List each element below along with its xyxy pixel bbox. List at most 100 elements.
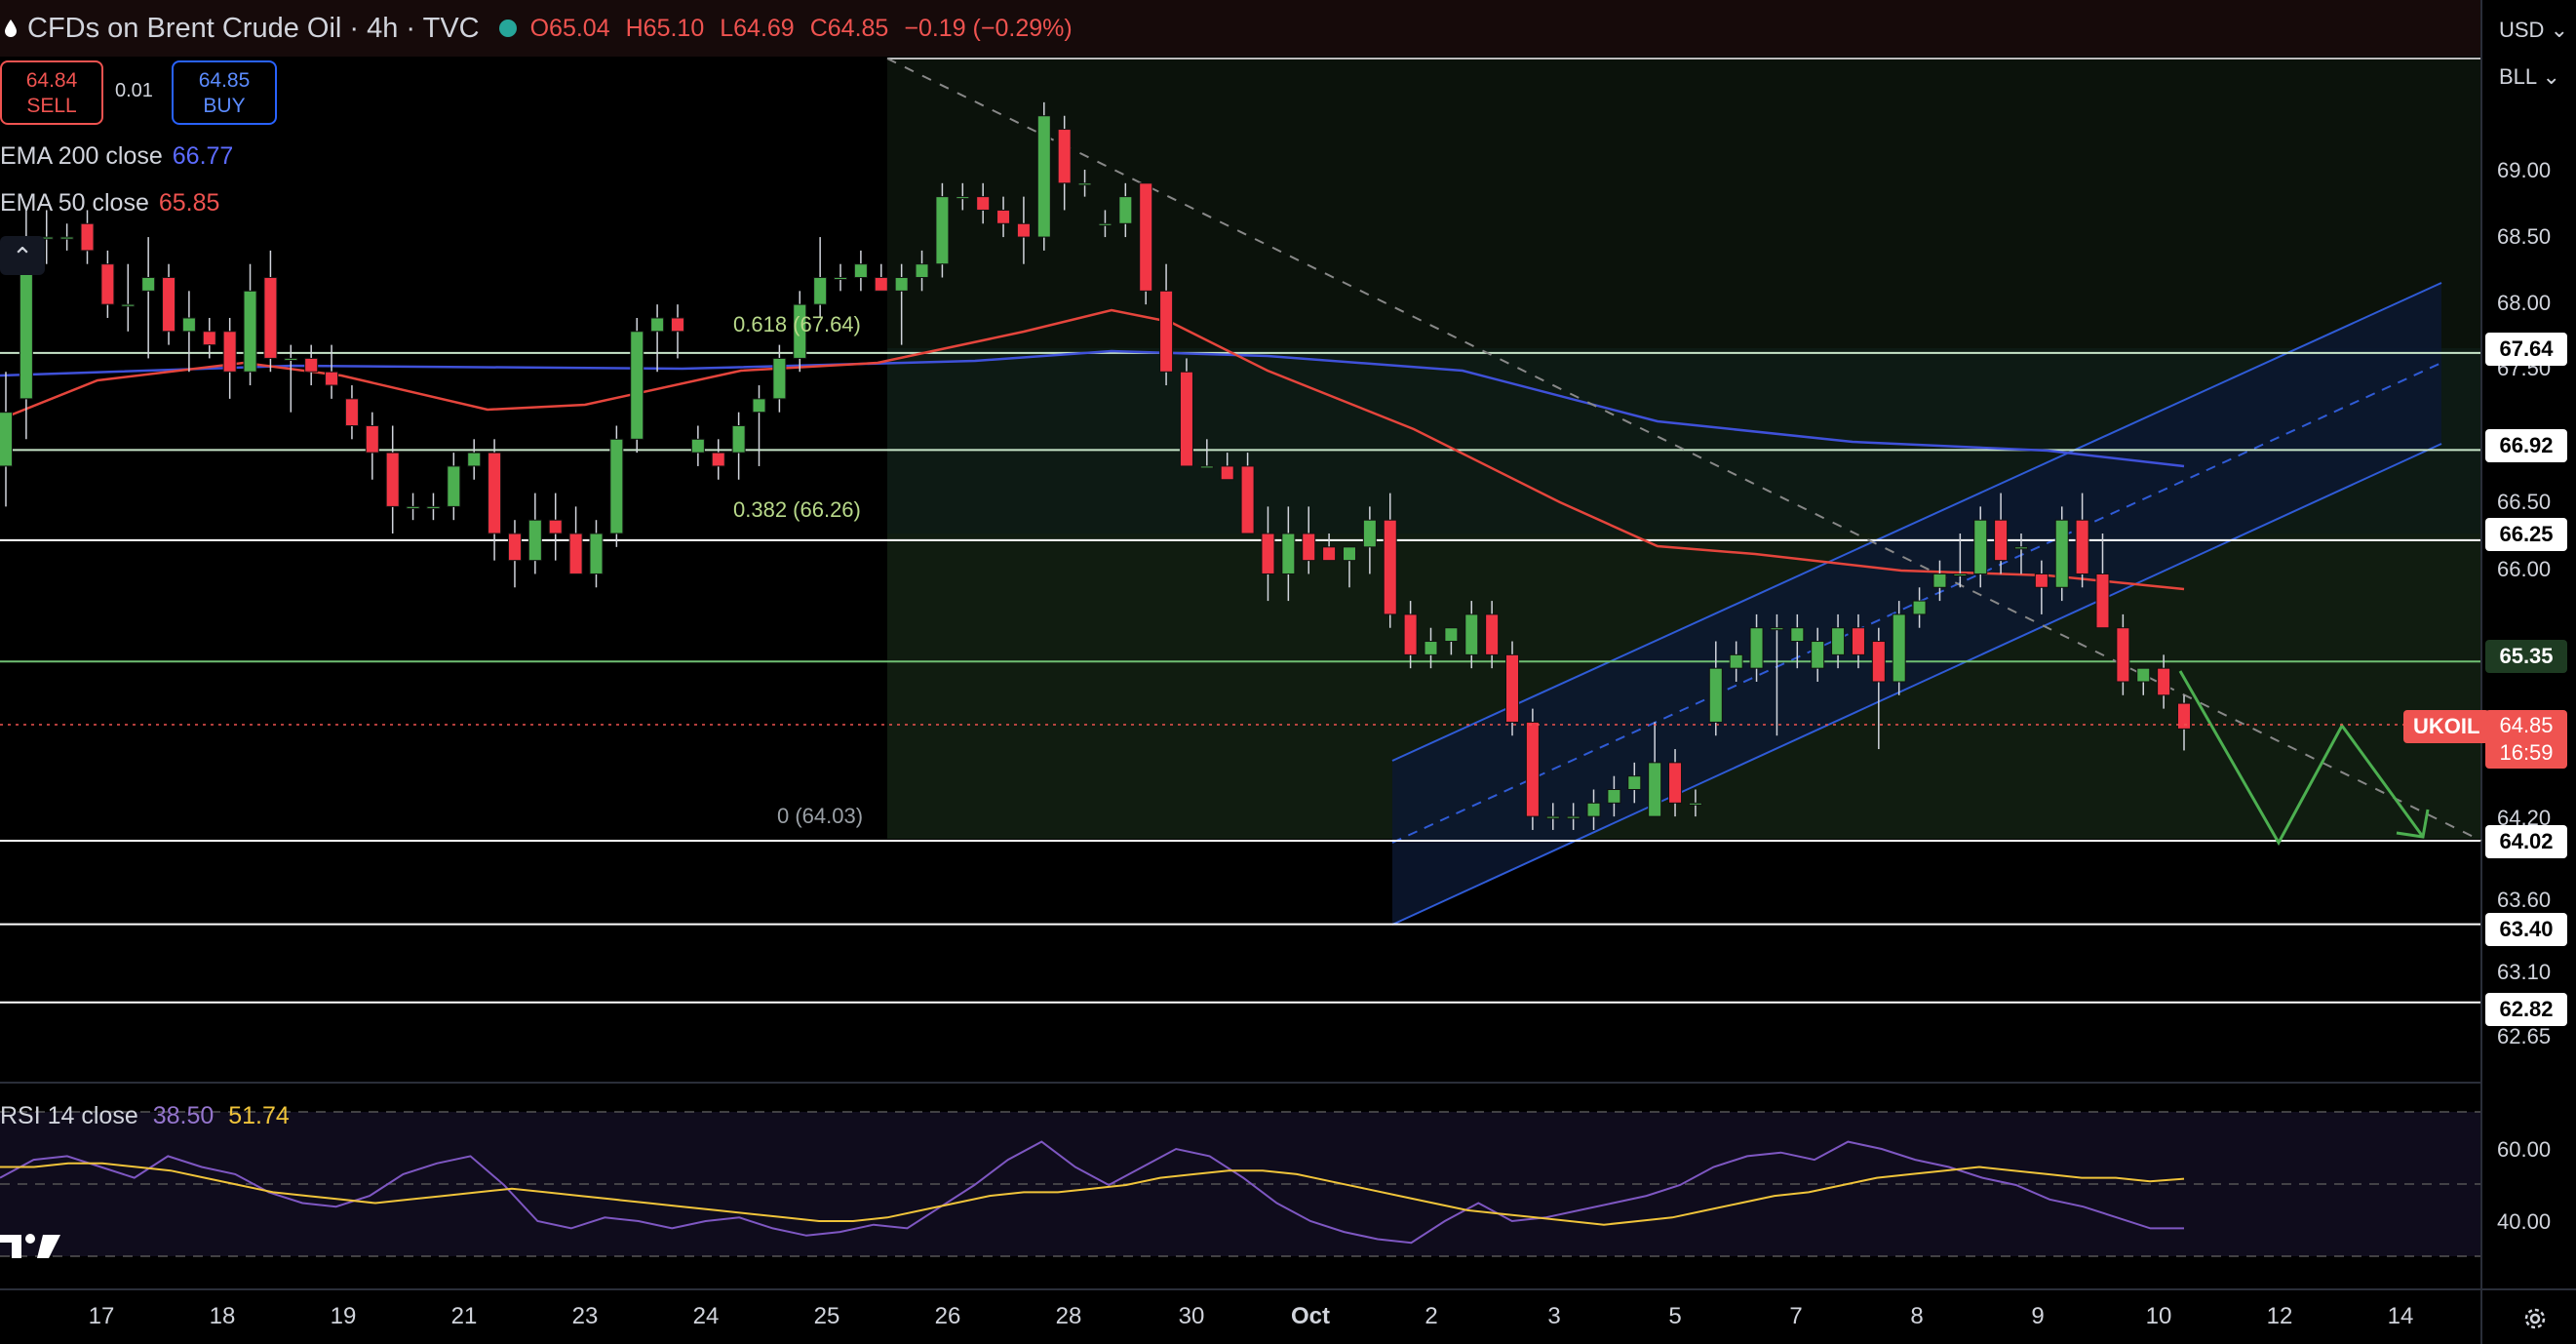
candle-bear: [976, 196, 991, 211]
candle-bear: [568, 533, 583, 574]
ema200-label: EMA 200 close: [0, 142, 163, 170]
forecast-path: [2178, 670, 2425, 847]
sell-button[interactable]: 64.84 SELL: [0, 60, 103, 125]
ema50-value: 65.85: [158, 189, 220, 217]
candle-bull: [527, 519, 542, 562]
candle-bull: [121, 303, 136, 307]
candle-bull: [956, 196, 970, 200]
candle-bear: [2116, 627, 2130, 683]
candle-bull: [894, 277, 909, 292]
time-axis-label: 3: [1547, 1303, 1561, 1329]
candle-bull: [284, 357, 298, 361]
ema50-label: EMA 50 close: [0, 189, 149, 217]
time-axis-label: 14: [2387, 1303, 2414, 1329]
price-axis-label: 63.10: [2497, 960, 2552, 984]
candle-bear: [1057, 129, 1072, 184]
time-axis-label: 24: [692, 1303, 720, 1329]
symbol-tag: UKOIL: [2403, 710, 2490, 743]
time-axis-label: 23: [571, 1303, 599, 1329]
candle-bear: [80, 222, 95, 252]
candle-bull: [467, 452, 482, 467]
market-status-icon: [498, 20, 517, 37]
level-tag[interactable]: 63.40: [2485, 913, 2567, 946]
candle-bull: [1648, 762, 1662, 817]
currency-value: USD: [2499, 18, 2545, 42]
time-axis-label: 7: [1789, 1303, 1803, 1329]
candle-bull: [1098, 222, 1112, 226]
header-background: [0, 0, 2481, 57]
candle-bull: [2136, 667, 2151, 683]
level-tag-green[interactable]: 65.35: [2485, 640, 2567, 673]
candle-bear: [2095, 573, 2110, 629]
level-tag[interactable]: 64.02: [2485, 825, 2567, 858]
candle-bear: [222, 331, 237, 373]
price-axis-label: 68.50: [2497, 224, 2552, 249]
time-axis-label: Oct: [1290, 1303, 1331, 1329]
candle-bear: [1159, 290, 1174, 373]
unit-selector[interactable]: BLL ⌄: [2489, 51, 2571, 103]
candle-bull: [426, 505, 441, 509]
candle-bear: [1505, 653, 1520, 723]
ohlc-low: L64.69: [720, 14, 795, 42]
candle-bull: [834, 277, 848, 281]
level-tag[interactable]: 67.64: [2485, 333, 2567, 366]
candle-bear: [1668, 762, 1683, 804]
candle-bull: [650, 317, 665, 333]
sell-price: 64.84: [25, 69, 78, 92]
candle-bear: [548, 519, 563, 534]
time-axis-label: 26: [934, 1303, 961, 1329]
candle-bull: [1607, 789, 1621, 804]
candle-bull: [1036, 115, 1051, 238]
candle-bear: [100, 263, 115, 305]
ema200-legend[interactable]: EMA 200 close 66.77: [0, 142, 233, 171]
candle-bull: [589, 533, 604, 574]
currency-selector[interactable]: USD ⌄: [2489, 4, 2571, 57]
price-axis-label: 63.60: [2497, 888, 2552, 912]
candle-bear: [263, 277, 278, 359]
candle-bear: [1139, 182, 1153, 292]
candle-bull: [1199, 465, 1214, 469]
candle-bull: [1770, 627, 1784, 631]
level-tag[interactable]: 66.25: [2485, 518, 2567, 551]
rsi-legend[interactable]: RSI 14 close 38.50 51.74: [0, 1102, 290, 1130]
sell-label: SELL: [26, 95, 77, 117]
trend-line: [886, 58, 2482, 842]
candle-bear: [874, 277, 888, 292]
candle-bull: [630, 331, 644, 440]
candle-bull: [1932, 573, 1947, 588]
price-axis-label: 68.00: [2497, 291, 2552, 315]
candle-bull: [1281, 533, 1296, 574]
ohlc-change: −0.19 (−0.29%): [904, 14, 1073, 42]
candle-bear: [385, 452, 400, 507]
level-tag[interactable]: 62.82: [2485, 993, 2567, 1026]
fib-0618-label: 0.618 (67.64): [733, 312, 861, 336]
last-price-tag: 64.85 16:59: [2485, 710, 2567, 769]
level-tag[interactable]: 66.92: [2485, 429, 2567, 462]
candle-bull: [1566, 815, 1581, 819]
candle-bull: [1688, 802, 1702, 806]
candle-bull: [1953, 573, 1968, 576]
collapse-legend-button[interactable]: ⌃: [0, 236, 45, 275]
oil-drop-icon: [5, 20, 17, 37]
candle-bull: [1342, 546, 1356, 562]
candle-bear: [1240, 465, 1255, 534]
unit-value: BLL: [2499, 64, 2537, 89]
candle-bull: [1586, 802, 1601, 817]
candle-bear: [1994, 519, 2009, 562]
ema50-legend[interactable]: EMA 50 close 65.85: [0, 189, 219, 217]
rsi-band: [0, 1112, 2481, 1256]
gear-icon[interactable]: [2521, 1305, 2549, 1332]
tradingview-logo-icon[interactable]: [0, 1231, 62, 1262]
candle-bull: [1464, 613, 1479, 655]
candle-bear: [1871, 641, 1886, 683]
buy-button[interactable]: 64.85 BUY: [172, 60, 277, 125]
candle-bear: [202, 331, 216, 346]
candle-bull: [1912, 600, 1927, 615]
fib-0-label: 0 (64.03): [777, 804, 864, 828]
candle-bull: [1424, 641, 1438, 655]
time-axis-label: 8: [1910, 1303, 1924, 1329]
candle-bear: [304, 357, 319, 373]
symbol-title[interactable]: CFDs on Brent Crude Oil · 4h · TVC: [27, 12, 480, 44]
ema200-line: [0, 349, 2185, 468]
